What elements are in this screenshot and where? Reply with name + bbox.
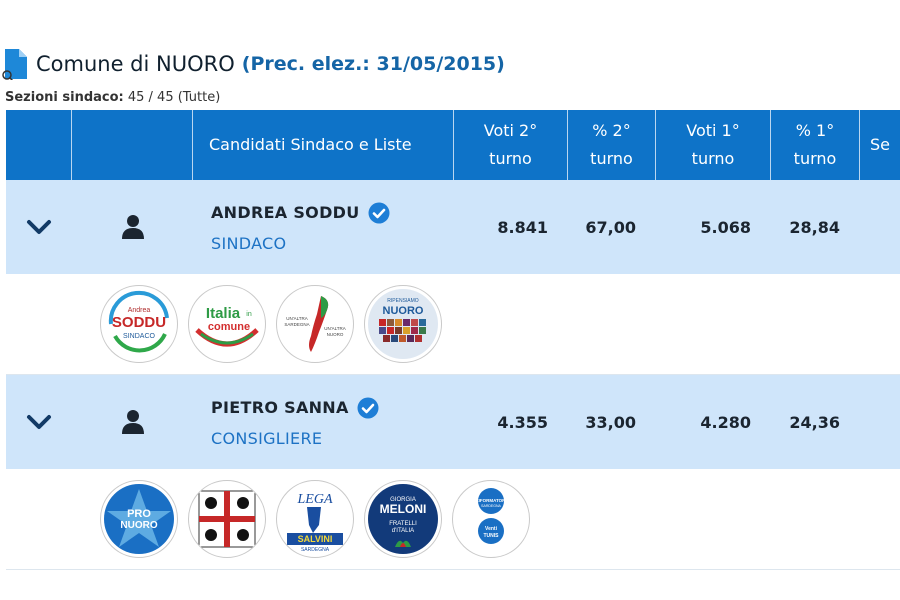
candidate-row[interactable]: PIETRO SANNA CONSIGLIERE 4.355 33,00 4.2… xyxy=(6,375,900,469)
svg-text:Andrea: Andrea xyxy=(128,307,151,314)
svg-text:d'ITALIA: d'ITALIA xyxy=(392,528,414,534)
verified-check-icon xyxy=(357,397,379,418)
svg-text:Venti: Venti xyxy=(485,526,498,532)
svg-text:SARDEGNA: SARDEGNA xyxy=(301,547,330,553)
perc-1-turno: 28,84 xyxy=(789,217,840,237)
riformatori-sardegna-logo[interactable]: RIFORMATORI SARDEGNA Venti TUNIS xyxy=(452,480,530,558)
svg-text:SARDEGNA: SARDEGNA xyxy=(481,504,501,508)
quattro-mori-logo[interactable] xyxy=(188,480,266,558)
perc-2-turno: 33,00 xyxy=(585,412,636,432)
chevron-down-icon[interactable] xyxy=(26,413,52,431)
svg-text:SINDACO: SINDACO xyxy=(123,333,155,340)
svg-text:GIORGIA: GIORGIA xyxy=(390,497,416,503)
voti-2-turno: 8.841 xyxy=(497,217,548,237)
sezioni-info: Sezioni sindaco: 45 / 45 (Tutte) xyxy=(5,90,220,105)
svg-text:LEGA: LEGA xyxy=(297,492,333,507)
fratelli-italia-logo[interactable]: GIORGIA MELONI FRATELLI d'ITALIA xyxy=(364,480,442,558)
results-table: Candidati Sindaco e Liste Voti 2° turno %… xyxy=(6,110,900,570)
document-icon xyxy=(2,49,27,80)
party-logos-row: Andrea SODDU SINDACO Italia in comune UN… xyxy=(6,274,900,375)
candidate-role: SINDACO xyxy=(211,233,287,253)
svg-text:PRO: PRO xyxy=(127,508,151,520)
header-perc-2-turno: % 2° turno xyxy=(568,110,656,180)
svg-text:MELONI: MELONI xyxy=(380,502,427,516)
perc-1-turno: 24,36 xyxy=(789,412,840,432)
voti-2-turno: 4.355 xyxy=(497,412,548,432)
header-icon-col xyxy=(72,110,193,180)
header-candidati: Candidati Sindaco e Liste xyxy=(193,110,454,180)
perc-2-turno: 67,00 xyxy=(585,217,636,237)
svg-text:UN'ALTRA: UN'ALTRA xyxy=(324,326,346,331)
candidate-row[interactable]: ANDREA SODDU SINDACO 8.841 67,00 5.068 2… xyxy=(6,180,900,274)
header-voti-2-turno: Voti 2° turno xyxy=(454,110,568,180)
party-logos-row: PRO NUORO LEGA SALVINI SARDEGNA xyxy=(6,469,900,570)
seggi-cell xyxy=(860,180,900,274)
sezioni-label: Sezioni sindaco: xyxy=(5,90,124,105)
header-perc-1-turno: % 1° turno xyxy=(771,110,860,180)
expand-toggle[interactable] xyxy=(6,180,72,274)
candidate-name: ANDREA SODDU xyxy=(211,203,360,222)
italia-in-comune-logo[interactable]: Italia in comune xyxy=(188,285,266,363)
candidate-info: PIETRO SANNA CONSIGLIERE xyxy=(193,375,454,469)
pro-nuoro-logo[interactable]: PRO NUORO xyxy=(100,480,178,558)
svg-text:RIFORMATORI: RIFORMATORI xyxy=(475,498,506,503)
expand-toggle[interactable] xyxy=(6,375,72,469)
lega-salvini-logo[interactable]: LEGA SALVINI SARDEGNA xyxy=(276,480,354,558)
soddu-sindaco-logo[interactable]: Andrea SODDU SINDACO xyxy=(100,285,178,363)
person-icon xyxy=(121,410,144,434)
svg-text:SARDEGNA: SARDEGNA xyxy=(284,322,309,327)
svg-text:NUORO: NUORO xyxy=(327,332,344,337)
candidate-avatar xyxy=(72,180,193,274)
candidate-info: ANDREA SODDU SINDACO xyxy=(193,180,454,274)
svg-text:in: in xyxy=(246,311,252,318)
candidate-name-wrap: PIETRO SANNA xyxy=(211,397,379,419)
table-header: Candidati Sindaco e Liste Voti 2° turno %… xyxy=(6,110,900,180)
page-title-row: Comune di NUORO (Prec. elez.: 31/05/2015… xyxy=(0,44,505,84)
person-icon xyxy=(121,215,144,239)
candidate-name-wrap: ANDREA SODDU xyxy=(211,202,390,224)
voti-1-turno: 4.280 xyxy=(700,412,751,432)
previous-election-link[interactable]: (Prec. elez.: 31/05/2015) xyxy=(241,53,505,75)
candidate-avatar xyxy=(72,375,193,469)
candidate-name: PIETRO SANNA xyxy=(211,398,349,417)
svg-text:NUORO: NUORO xyxy=(383,305,424,317)
svg-text:RIPENSIAMO: RIPENSIAMO xyxy=(387,298,419,304)
svg-text:SALVINI: SALVINI xyxy=(298,534,333,544)
header-expand-col xyxy=(6,110,72,180)
svg-text:FRATELLI: FRATELLI xyxy=(389,521,417,527)
header-seggi: Se xyxy=(870,135,890,154)
ripensiamo-nuoro-logo[interactable]: RIPENSIAMO NUORO xyxy=(364,285,442,363)
svg-text:Italia: Italia xyxy=(206,305,241,322)
sezioni-value: 45 / 45 (Tutte) xyxy=(127,90,221,105)
un-altra-sardegna-logo[interactable]: UN'ALTRA SARDEGNA UN'ALTRA NUORO xyxy=(276,285,354,363)
seggi-cell xyxy=(860,375,900,469)
page-title: Comune di NUORO xyxy=(36,52,235,76)
candidate-role: CONSIGLIERE xyxy=(211,428,323,448)
svg-text:NUORO: NUORO xyxy=(120,520,157,531)
voti-1-turno: 5.068 xyxy=(700,217,751,237)
verified-check-icon xyxy=(368,202,390,223)
chevron-down-icon[interactable] xyxy=(26,218,52,236)
svg-text:TUNIS: TUNIS xyxy=(484,533,500,539)
svg-text:comune: comune xyxy=(208,321,250,333)
svg-text:UN'ALTRA: UN'ALTRA xyxy=(286,316,308,321)
header-voti-1-turno: Voti 1° turno xyxy=(656,110,771,180)
svg-text:SODDU: SODDU xyxy=(112,314,166,331)
